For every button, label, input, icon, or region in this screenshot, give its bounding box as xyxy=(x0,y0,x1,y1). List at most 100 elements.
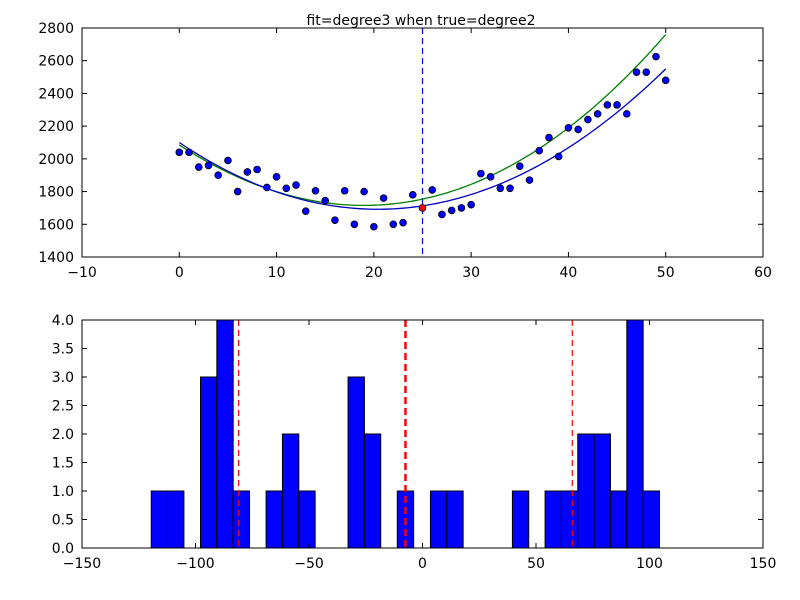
y-tick-label: 2800 xyxy=(38,21,74,37)
y-tick-label: 2400 xyxy=(38,86,74,102)
scatter-point xyxy=(642,68,651,76)
histogram-bar xyxy=(609,490,628,549)
scatter-point xyxy=(399,218,407,227)
x-tick-label: 0 xyxy=(175,265,184,281)
scatter-point xyxy=(467,200,475,209)
y-tick-label: 3.0 xyxy=(52,370,74,386)
histogram-bar xyxy=(642,490,660,549)
scatter-point xyxy=(379,194,388,202)
histogram-bar xyxy=(298,490,316,549)
y-tick-label: 0.5 xyxy=(52,513,74,529)
x-tick-label: −10 xyxy=(67,265,97,281)
x-tick-label: 40 xyxy=(560,265,578,281)
scatter-point xyxy=(525,176,534,184)
x-tick-label: 150 xyxy=(750,556,777,572)
scatter-point xyxy=(477,169,485,178)
scatter-point xyxy=(175,148,184,157)
scatter-point xyxy=(301,207,310,216)
y-tick-label: 2200 xyxy=(38,119,74,135)
scatter-point xyxy=(447,206,456,215)
scatter-point xyxy=(428,186,437,194)
histogram-bar xyxy=(577,433,595,549)
x-tick-label: 50 xyxy=(657,265,675,281)
scatter-point xyxy=(214,171,223,180)
scatter-point xyxy=(233,187,242,196)
scatter-point xyxy=(350,220,359,229)
y-tick-label: 1400 xyxy=(38,250,74,266)
scatter-point xyxy=(311,186,320,195)
scatter-point xyxy=(253,165,261,174)
scatter-point xyxy=(515,162,524,171)
x-tick-label: 20 xyxy=(365,265,383,281)
top-axis-ticks: −10 0 10 20 30 40 50 60 1400 1600 1800 2000 2200 2400… xyxy=(38,21,772,281)
scatter-point xyxy=(584,115,592,124)
chart-title: fit=degree3 when true=degree2 xyxy=(306,13,535,29)
scatter-point xyxy=(603,101,612,109)
scatter-point xyxy=(360,187,368,196)
y-tick-label: 2.5 xyxy=(52,399,74,415)
scatter-point xyxy=(661,76,670,85)
y-tick-label: 2.0 xyxy=(52,427,74,443)
scatter-point xyxy=(545,133,553,142)
histogram-bar xyxy=(446,490,464,549)
scatter-point xyxy=(243,168,252,176)
histogram-bar xyxy=(363,433,382,549)
histogram-bar xyxy=(265,490,283,549)
histogram-bar xyxy=(347,376,365,549)
scatter-point xyxy=(457,204,466,212)
scatter-point xyxy=(321,196,330,205)
y-tick-label: 1.5 xyxy=(52,456,74,472)
scatter-point xyxy=(224,156,232,165)
scatter-point xyxy=(272,173,281,181)
histogram-bar xyxy=(281,433,300,549)
scatter-point xyxy=(564,123,573,132)
histogram-bar xyxy=(626,319,644,549)
scatter-point xyxy=(292,181,300,189)
scatter-point xyxy=(185,148,193,157)
y-tick-label: 1600 xyxy=(38,217,74,233)
scatter-point xyxy=(389,220,398,229)
scatter-point xyxy=(438,210,446,219)
x-tick-label: −100 xyxy=(176,556,214,572)
x-tick-label: −50 xyxy=(294,556,324,572)
x-tick-label: 30 xyxy=(462,265,480,281)
y-tick-label: 3.5 xyxy=(52,342,74,358)
scatter-point xyxy=(535,146,544,155)
histogram-bar xyxy=(593,433,611,549)
y-tick-label: 2000 xyxy=(38,152,74,168)
bottom-axes: −150 −100 −50 0 50 100 150 0.0 0.5 1.0 1.5 2.0 2.5 3.… xyxy=(52,313,777,572)
histogram-bar xyxy=(150,490,169,549)
scatter-point xyxy=(574,125,582,134)
scatter-point xyxy=(340,186,349,195)
y-tick-label: 2600 xyxy=(38,54,74,70)
bottom-plot-area xyxy=(150,319,660,549)
histogram-bar xyxy=(232,490,251,549)
y-tick-label: 1800 xyxy=(38,185,74,201)
scatter-point xyxy=(496,184,505,193)
histogram-bar xyxy=(199,376,218,549)
scatter-point xyxy=(652,52,660,61)
x-tick-label: 50 xyxy=(527,556,545,572)
highlight-point xyxy=(418,204,427,212)
scatter-point xyxy=(204,161,213,170)
scatter-point xyxy=(282,184,291,193)
x-tick-label: 100 xyxy=(636,556,663,572)
y-tick-label: 4.0 xyxy=(52,313,74,329)
scatter-point xyxy=(263,183,271,192)
top-axes: fit=degree3 when true=degree2 −10 0 10 20 30… xyxy=(38,13,772,281)
scatter-point xyxy=(593,110,602,118)
scatter-point xyxy=(486,173,495,181)
scatter-point xyxy=(194,163,203,171)
histogram-bar xyxy=(167,490,185,549)
y-tick-label: 0.0 xyxy=(52,541,74,557)
scatter-point xyxy=(613,101,621,109)
bottom-axis-ticks: −150 −100 −50 0 50 100 150 0.0 0.5 1.0 1.5 2.0 2.5 3.… xyxy=(52,313,777,572)
histogram-bar xyxy=(511,490,530,549)
scatter-point xyxy=(632,68,641,76)
histogram-bar xyxy=(429,490,448,549)
scatter-point xyxy=(506,184,514,193)
scatter-point xyxy=(622,110,631,118)
x-tick-label: 0 xyxy=(418,556,427,572)
scatter-point xyxy=(554,152,563,161)
